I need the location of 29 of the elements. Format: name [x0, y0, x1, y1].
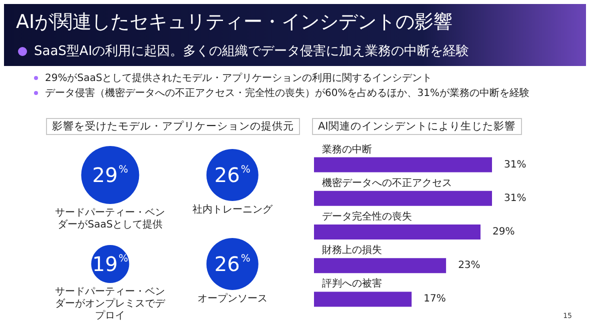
bar: [314, 258, 446, 274]
data-label: 26%: [214, 252, 250, 276]
y-tick-label: データ完全性の喪失: [322, 210, 412, 222]
bar: [314, 292, 412, 307]
text: 29%がSaaSとして提供されたモデル・アプリケーションの利用に関するインシデント: [45, 72, 432, 85]
text: 影響を受けたモデル・アプリケーションの提供元: [52, 120, 294, 132]
data-label: 31%: [504, 159, 526, 170]
data-label: 23%: [458, 260, 480, 272]
category-label: サードパーティー・ベンダーがSaaSとして提供: [55, 208, 166, 230]
text: SaaS型AIの利用に起因。多くの組織でデータ侵害に加え業務の中断を経験: [34, 43, 470, 60]
bar: [314, 190, 492, 206]
bar: [314, 157, 492, 172]
text: データ侵害（機密データへの不正アクセス・完全性の喪失）が60%を占めるほか、31%が業務の中断を経験: [45, 86, 530, 100]
data-label: 29%: [492, 226, 515, 238]
text: AIが関連したセキュリティー・インシデントの影響: [16, 10, 453, 35]
data-label: 19%: [92, 252, 128, 276]
y-tick-label: 業務の中断: [322, 143, 372, 156]
category-label: サードパーティー・ベンダーがオンプレミスでデプロイ: [55, 286, 166, 322]
category-label: 社内トレーニング: [192, 204, 274, 216]
data-label: 31%: [504, 192, 526, 204]
y-tick-label: 機密データへの不正アクセス: [322, 176, 452, 189]
category-label: オープンソース: [197, 292, 268, 304]
data-label: 26%: [214, 163, 250, 187]
data-label: 17%: [424, 294, 446, 305]
chart-title: AI関連のインシデントにより生じた影響: [318, 120, 516, 132]
data-label: 29%: [92, 163, 128, 187]
bar: [314, 224, 481, 240]
y-tick-label: 財務上の損失: [322, 244, 382, 256]
y-tick-label: 評判への被害: [322, 278, 382, 290]
